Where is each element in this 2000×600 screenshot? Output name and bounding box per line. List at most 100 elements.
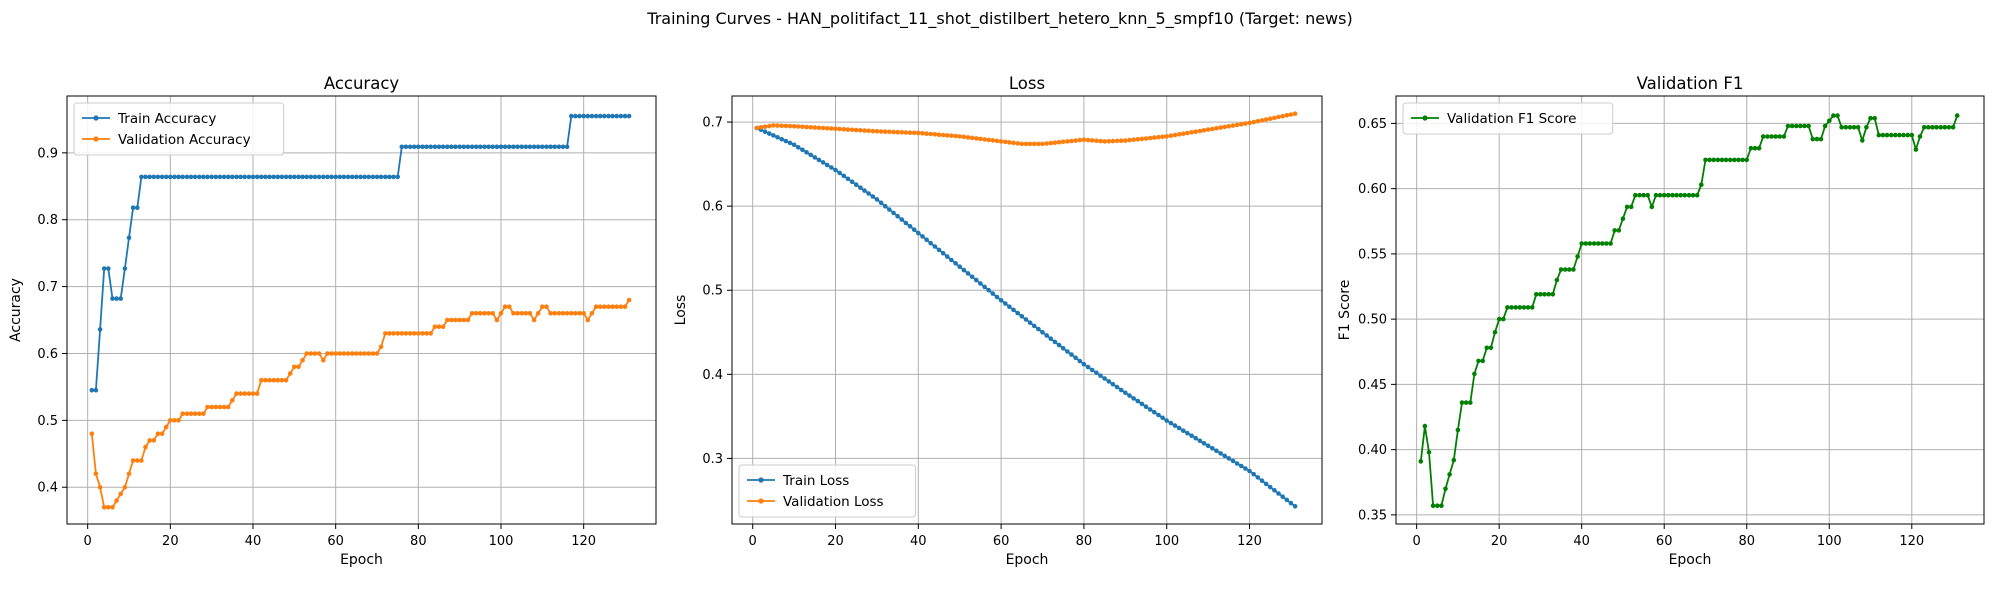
data-point xyxy=(866,191,871,196)
data-point xyxy=(783,123,789,129)
data-point xyxy=(783,138,789,144)
data-point xyxy=(445,317,450,323)
data-point xyxy=(1645,192,1650,198)
data-point xyxy=(1513,305,1518,310)
data-point xyxy=(1135,398,1141,404)
data-point xyxy=(1106,379,1112,384)
data-point xyxy=(147,438,152,443)
data-point xyxy=(1023,141,1029,147)
data-point xyxy=(1094,138,1099,143)
data-point xyxy=(928,240,933,246)
y-tick-label: 0.4 xyxy=(37,481,58,496)
data-point xyxy=(482,311,487,316)
y-tick-label: 0.50 xyxy=(1358,313,1387,328)
data-point xyxy=(1554,277,1560,283)
data-point xyxy=(965,135,971,140)
series-markers-2 xyxy=(754,111,1298,147)
data-point xyxy=(1036,326,1041,332)
data-point xyxy=(837,126,842,132)
data-point xyxy=(862,128,867,133)
data-point xyxy=(515,311,520,316)
x-tick-label: 20 xyxy=(162,534,179,549)
data-point xyxy=(287,371,293,376)
data-point xyxy=(895,213,900,219)
data-point xyxy=(180,174,185,180)
data-point xyxy=(254,174,260,180)
data-point xyxy=(383,174,388,180)
x-tick-label: 120 xyxy=(571,534,596,549)
data-point xyxy=(1193,129,1198,134)
data-point xyxy=(1525,305,1531,310)
data-point xyxy=(242,174,247,180)
data-point xyxy=(362,351,367,356)
data-point xyxy=(97,327,103,332)
y-axis-label: Accuracy xyxy=(8,278,24,342)
data-point xyxy=(1567,267,1572,272)
data-point xyxy=(1152,409,1157,415)
legend-entry-label: Train Loss xyxy=(782,473,849,489)
data-point xyxy=(217,174,223,180)
data-point xyxy=(1666,192,1671,198)
data-point xyxy=(1550,292,1556,297)
data-point xyxy=(329,351,334,356)
data-point xyxy=(436,144,442,150)
data-point xyxy=(275,377,281,383)
data-point xyxy=(250,174,256,180)
data-point xyxy=(787,140,793,146)
x-tick-label: 0 xyxy=(749,534,757,549)
data-point xyxy=(1740,157,1745,163)
data-point xyxy=(853,182,859,187)
data-point xyxy=(874,129,880,134)
data-point xyxy=(1451,457,1457,463)
data-point xyxy=(1439,503,1444,509)
data-point xyxy=(168,418,173,423)
data-point xyxy=(1802,123,1807,129)
data-point xyxy=(1839,125,1844,130)
data-point xyxy=(1674,192,1679,198)
data-point xyxy=(378,344,384,350)
data-point xyxy=(93,387,99,393)
data-point xyxy=(610,113,615,119)
data-point xyxy=(1131,137,1136,142)
data-point xyxy=(296,174,301,180)
data-point xyxy=(366,174,372,180)
data-point xyxy=(994,294,1000,300)
data-point xyxy=(1292,111,1298,116)
data-point xyxy=(469,311,475,316)
data-point xyxy=(221,404,227,410)
series-line-1 xyxy=(756,127,1296,508)
data-point xyxy=(155,174,161,180)
data-point xyxy=(602,304,607,310)
data-point xyxy=(903,130,909,135)
data-point xyxy=(1247,120,1252,126)
x-tick-label: 100 xyxy=(489,534,514,549)
data-point xyxy=(1210,446,1215,451)
data-point xyxy=(1218,451,1223,456)
data-point xyxy=(1251,119,1256,125)
data-point xyxy=(1114,138,1120,144)
data-point xyxy=(1156,134,1161,140)
data-point xyxy=(502,144,508,150)
data-point xyxy=(349,174,355,180)
data-point xyxy=(1480,358,1485,364)
data-point xyxy=(1810,136,1816,142)
data-point xyxy=(259,174,264,180)
data-point xyxy=(535,311,541,316)
data-point xyxy=(870,128,876,134)
data-point xyxy=(932,132,938,137)
data-point xyxy=(1727,157,1733,163)
data-point xyxy=(416,144,421,150)
data-point xyxy=(1472,371,1477,377)
data-point xyxy=(337,351,343,356)
data-point xyxy=(213,404,219,410)
data-point xyxy=(1110,381,1116,387)
data-point xyxy=(998,298,1004,303)
data-point xyxy=(1426,449,1432,455)
y-tick-label: 0.60 xyxy=(1358,182,1387,197)
data-point xyxy=(188,411,194,417)
legend-entry-label: Validation Accuracy xyxy=(118,132,251,148)
data-point xyxy=(1205,443,1211,449)
data-point xyxy=(114,296,119,301)
data-point xyxy=(974,277,979,283)
data-point xyxy=(556,311,562,316)
